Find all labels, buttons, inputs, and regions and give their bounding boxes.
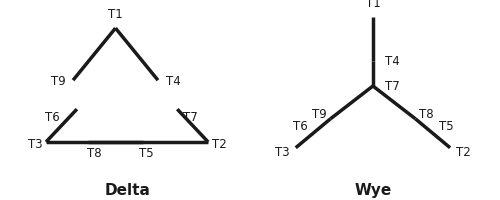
Text: Delta: Delta xyxy=(104,183,150,197)
Text: T2: T2 xyxy=(212,138,226,151)
Text: T9: T9 xyxy=(50,74,66,87)
Text: T8: T8 xyxy=(87,146,102,159)
Text: T4: T4 xyxy=(384,55,400,68)
Text: T7: T7 xyxy=(384,80,400,93)
Text: T9: T9 xyxy=(312,107,326,120)
Text: T8: T8 xyxy=(419,107,434,120)
Text: T6: T6 xyxy=(292,120,308,133)
Text: T3: T3 xyxy=(276,145,290,158)
Text: T7: T7 xyxy=(183,110,198,123)
Text: T1: T1 xyxy=(366,0,380,10)
Text: T3: T3 xyxy=(28,138,42,151)
Text: Wye: Wye xyxy=(354,183,392,197)
Text: T6: T6 xyxy=(45,110,60,123)
Text: T1: T1 xyxy=(108,8,123,21)
Text: T4: T4 xyxy=(166,74,180,87)
Text: T5: T5 xyxy=(438,120,453,133)
Text: T2: T2 xyxy=(456,145,470,158)
Text: T5: T5 xyxy=(139,146,154,159)
